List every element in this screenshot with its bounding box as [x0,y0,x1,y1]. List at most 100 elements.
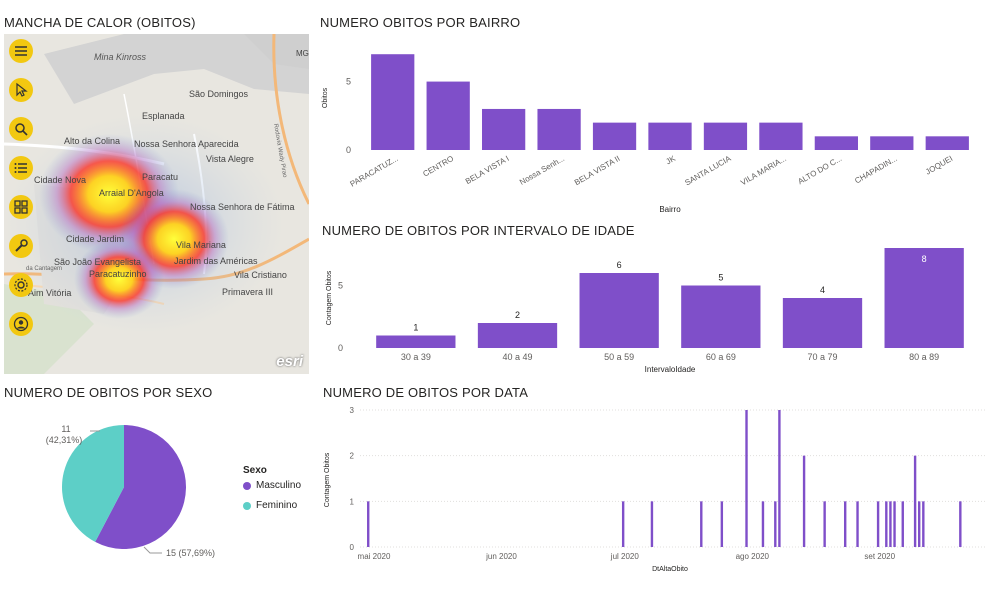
bar [650,501,654,547]
legend-label: Masculino [256,480,302,491]
x-tick-label: BELA VISTA II [573,154,622,187]
legend-title: Sexo [243,465,267,476]
bar [482,108,526,150]
legend-item-masculino[interactable]: Masculino [243,480,301,491]
legend-dot [243,481,251,490]
x-tick-label: 30 a 39 [401,352,431,362]
x-tick-label: 40 a 49 [502,352,532,362]
y-axis-label: Contagem Obitos [326,270,333,325]
x-tick-label: set 2020 [864,552,895,561]
pointer-icon[interactable] [9,78,33,102]
bar [893,501,896,547]
bar [537,108,581,150]
bar [901,501,904,547]
x-tick-label: CENTRO [421,154,455,179]
map-place-label: Vila Cristiano [234,270,287,280]
bar [959,501,962,547]
y-axis-label: Obitos [322,87,329,108]
bar [371,54,415,150]
map-place-label: Nossa Senhora Aparecida [134,139,239,149]
x-tick-label: ago 2020 [736,552,770,561]
bar [477,323,558,348]
pie-slice [95,425,187,549]
user-icon[interactable] [9,312,33,336]
data-label: 11 [61,424,70,434]
bar [720,501,724,547]
x-tick-label: CHAPADIN... [853,154,899,186]
map-place-label: São Domingos [189,89,249,99]
bar [814,136,858,150]
bar [681,285,761,348]
map-place-label: Cidade Jardim [66,234,124,244]
grid-icon[interactable] [9,195,33,219]
sexo-panel-title: NUMERO DE OBITOS POR SEXO [4,385,213,400]
bar [648,122,692,150]
y-tick-label: 0 [350,543,355,552]
legend-item-feminino[interactable]: Feminino [243,500,297,511]
data-label: 15 (57,69%) [166,548,215,558]
x-tick-label: jun 2020 [485,552,517,561]
x-tick-label: VILA MARIA... [739,154,788,187]
x-axis-label: IntervaloIdade [645,365,696,374]
bar [856,501,859,547]
leader-line [143,546,162,554]
y-tick-label: 5 [338,281,343,291]
y-tick-label: 5 [346,77,351,87]
x-tick-label: 70 a 79 [807,352,837,362]
list-icon[interactable] [9,156,33,180]
bar [913,455,917,547]
map-place-label: Vista Alegre [206,154,254,164]
data-label: (42,31%) [46,435,83,445]
pie-slice [62,425,124,542]
map-place-label: Vila Mariana [176,240,226,250]
x-tick-label: ALTO DO C... [796,154,843,186]
x-tick-label: jul 2020 [610,552,640,561]
map-place-label: Alto da Colina [64,136,120,146]
x-tick-label: JK [664,154,677,167]
gear-icon[interactable] [9,273,33,297]
data-label: 4 [820,285,825,295]
data-label: 6 [617,260,622,270]
bar [823,501,826,547]
map-place-label: Cidade Nova [34,175,86,185]
bar [579,273,659,348]
y-tick-label: 2 [350,452,355,461]
menu-icon[interactable] [9,39,33,63]
map-toolbar [4,34,38,344]
map-canvas: Mina Kinross São Domingos Esplanada Alto… [4,34,309,374]
sexo-pie-chart[interactable]: 15 (57,69%) 11(42,31%) [20,410,240,570]
bar [761,501,765,547]
bar [889,501,892,547]
y-tick-label: 0 [338,343,343,353]
idade-panel-title: NUMERO DE OBITOS POR INTERVALO DE IDADE [322,223,635,238]
y-tick-label: 3 [350,406,355,415]
map-place-label: Mina Kinross [94,52,147,62]
idade-bar-chart[interactable]: 0 5 Contagem Obitos 1 30 a 39 2 40 a 49 6 50 a 5… [315,240,985,380]
x-axis-label: DtAltaObito [652,566,688,573]
x-tick-label: 50 a 59 [604,352,634,362]
x-tick-label: mai 2020 [358,552,391,561]
heatmap-map[interactable]: Mina Kinross São Domingos Esplanada Alto… [4,34,309,374]
map-place-label: Aim Vitória [28,288,71,298]
y-axis-label: Contagem Obitos [324,452,331,507]
wrench-icon[interactable] [9,234,33,258]
bar [703,122,748,150]
map-place-label: Arraial D'Angola [99,188,164,198]
bar [918,501,921,547]
legend-dot [243,501,251,510]
map-road-label: da Cantagem [26,266,62,272]
data-label: 8 [922,254,927,264]
data-bar-chart[interactable]: 0 1 2 3 Contagem Obitos mai 2020 jun 2020 jul 2… [315,400,995,580]
bar [700,501,703,547]
bar [759,122,803,150]
bar [621,501,625,547]
bar [782,298,863,348]
bairro-bar-chart[interactable]: 0 5 Obitos PARACATUZ... CENTRO BELA VISTA I No… [315,38,985,220]
y-tick-label: 0 [346,145,351,155]
data-label: 2 [515,310,520,320]
x-tick-label: Nossa Senh... [518,154,566,187]
search-icon[interactable] [9,117,33,141]
map-place-label: Paracatu [142,172,178,182]
data-panel-title: NUMERO DE OBITOS POR DATA [323,385,529,400]
bar [843,501,847,547]
